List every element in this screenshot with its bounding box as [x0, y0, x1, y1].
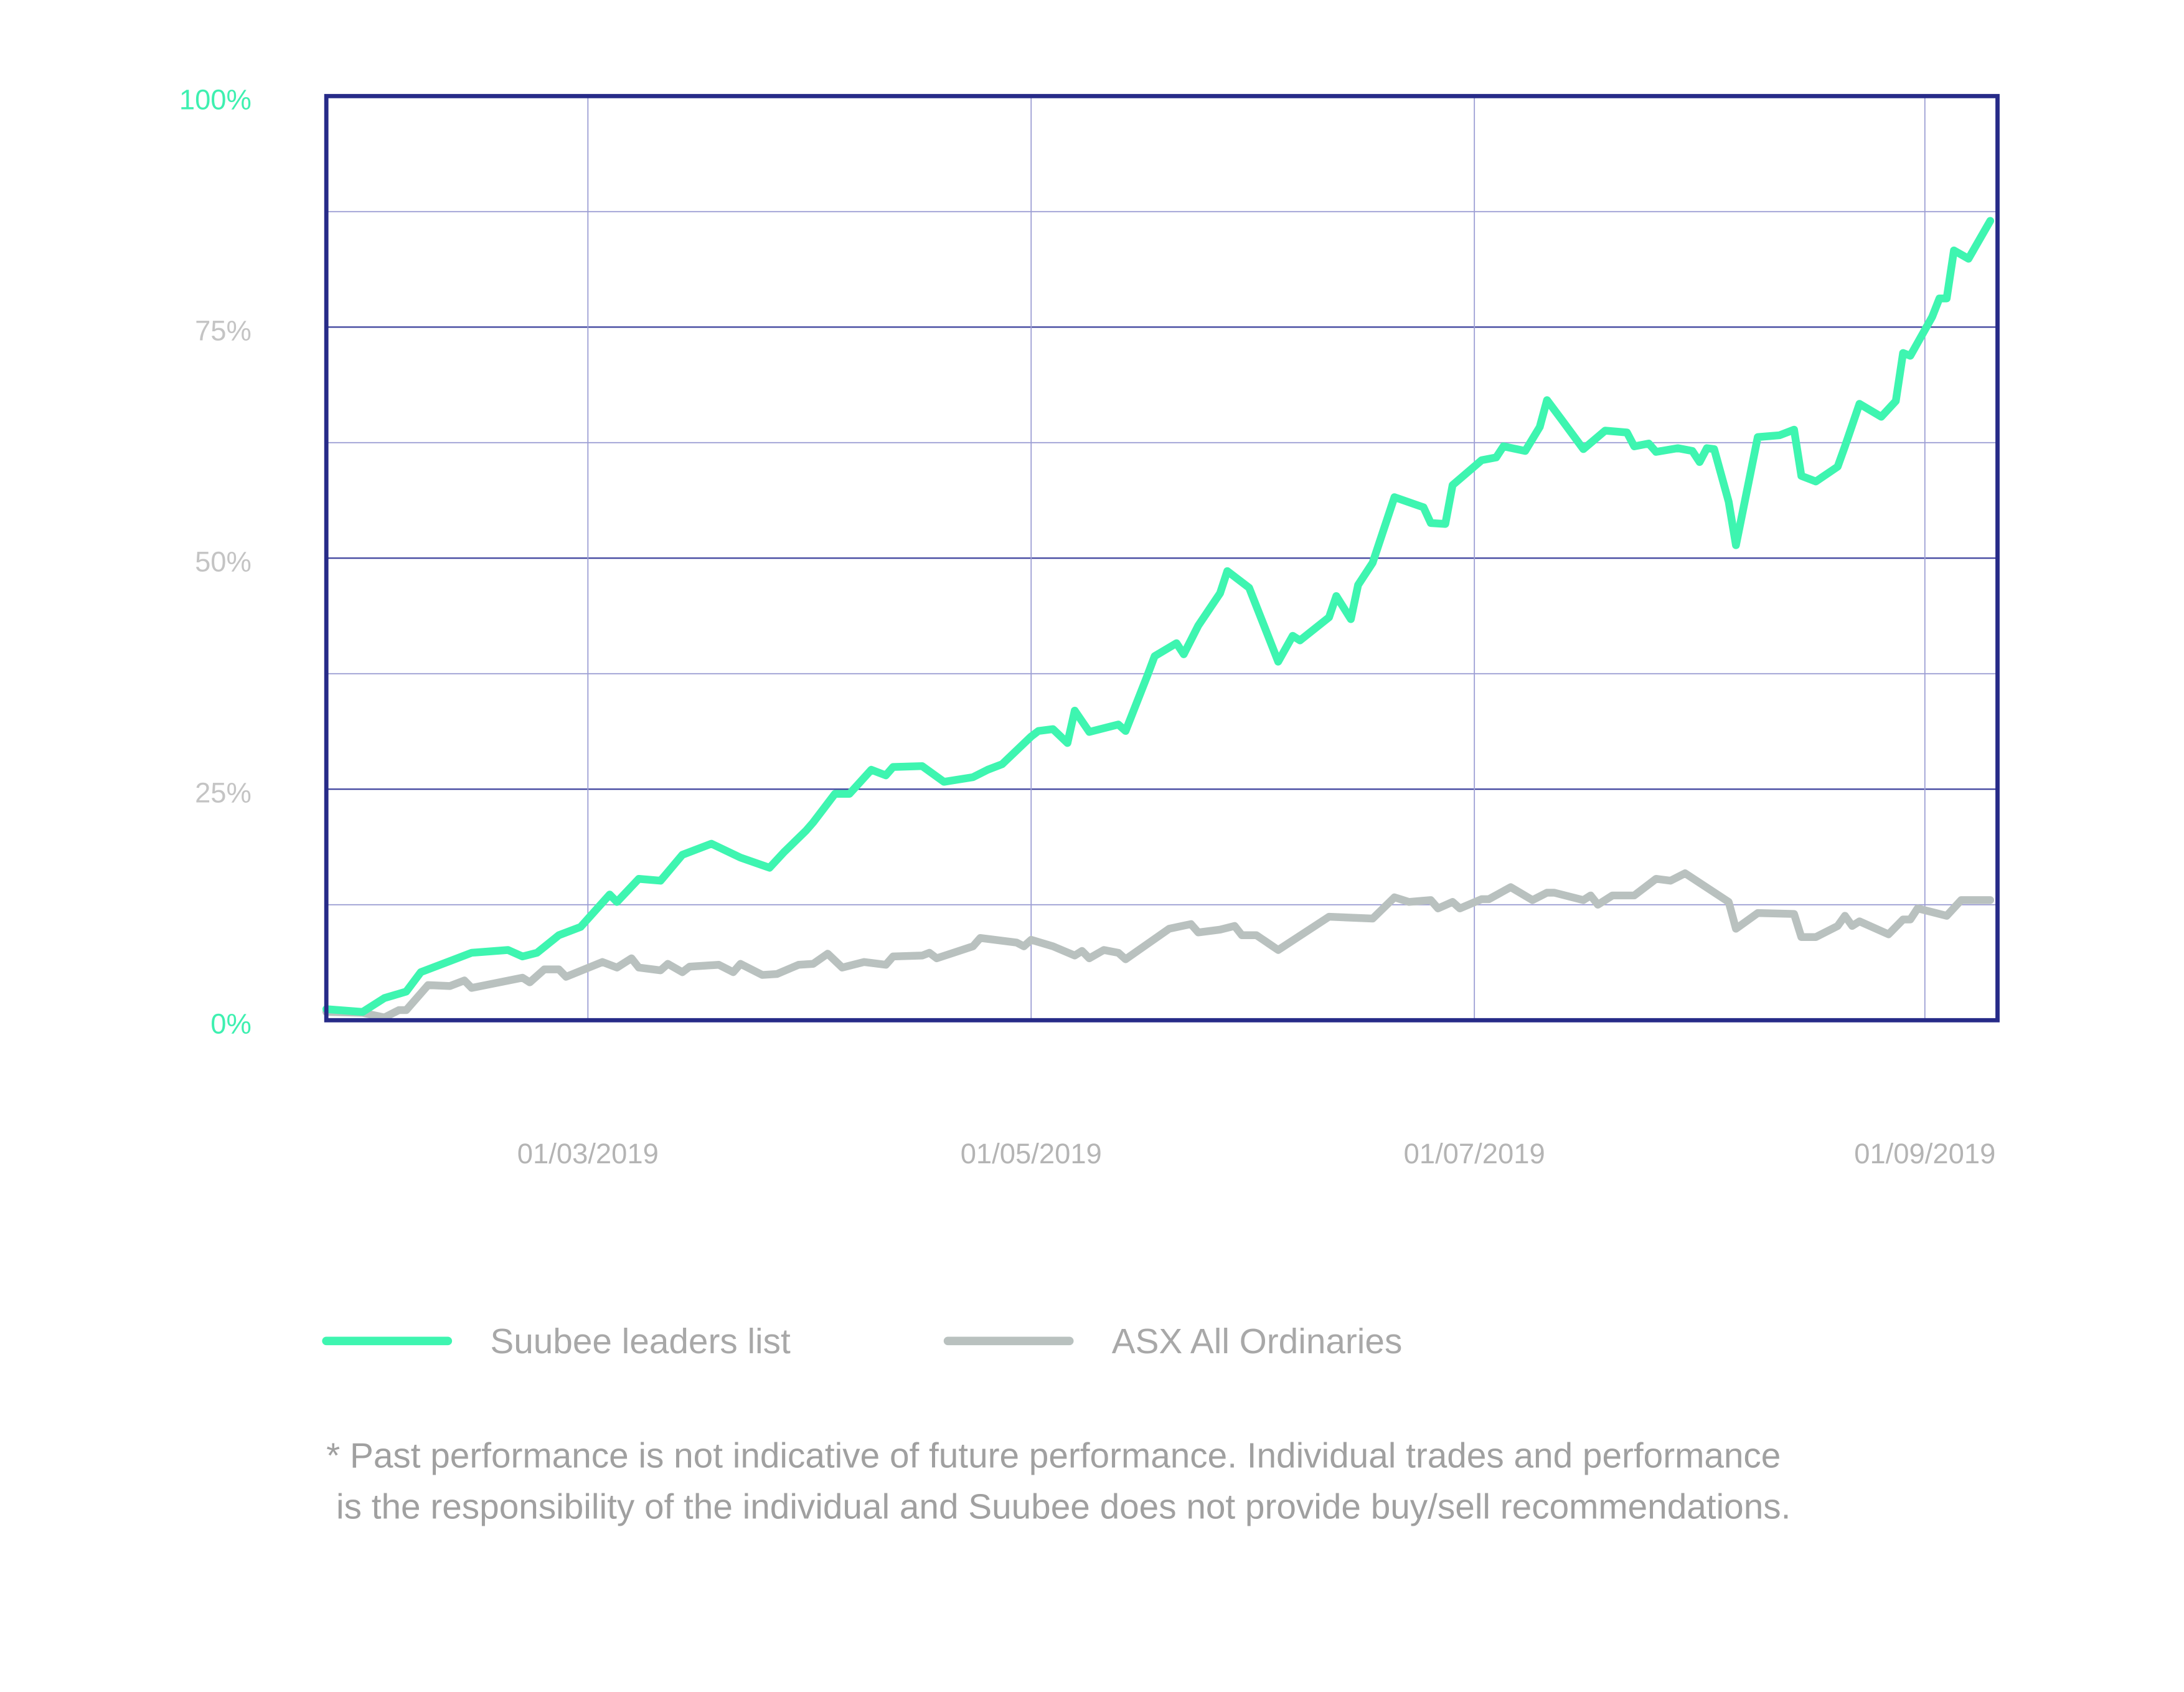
series-line — [322, 869, 1995, 1022]
series-line — [322, 217, 1995, 1016]
y-tick-label: 25% — [195, 777, 252, 808]
legend-label: Suubee leaders list — [490, 1322, 791, 1361]
x-tick-label: 01/07/2019 — [1404, 1138, 1545, 1170]
y-tick-label: 75% — [195, 314, 252, 346]
footnote: is the responsibility of the individual … — [336, 1487, 1791, 1526]
y-tick-label: 100% — [179, 83, 252, 115]
plot-frame — [324, 93, 2000, 1023]
legend-label: ASX All Ordinaries — [1112, 1322, 1403, 1361]
y-tick-label: 0% — [210, 1008, 252, 1039]
x-tick-label: 01/09/2019 — [1854, 1138, 1995, 1170]
footnote: * Past performance is not indicative of … — [326, 1437, 1781, 1476]
y-tick-label: 50% — [195, 546, 252, 577]
x-tick-label: 01/05/2019 — [961, 1138, 1102, 1170]
x-tick-label: 01/03/2019 — [517, 1138, 659, 1170]
